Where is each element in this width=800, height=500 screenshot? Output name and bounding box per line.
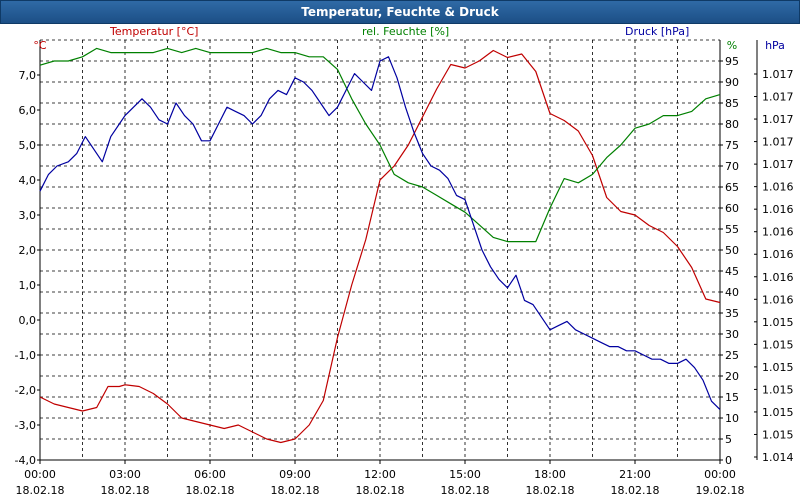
pressure-tick-label: 1.016	[762, 293, 794, 306]
humidity-tick-label: 75	[725, 139, 739, 152]
temperature-tick-label: 7,0	[19, 69, 37, 82]
x-axis-ticks: 00:00 18.02.18 03:00 18.02.18 06:00 18.02.18 0…	[16, 460, 745, 497]
humidity-tick-label: 60	[725, 202, 739, 215]
humidity-tick-label: 80	[725, 118, 739, 131]
x-tick-time: 03:00	[109, 468, 141, 481]
pressure-tick-label: 1.016	[762, 226, 794, 239]
humidity-tick-label: 10	[725, 412, 739, 425]
x-tick-time: 12:00	[364, 468, 396, 481]
pressure-ticks: 1.014 1.015 1.015 1.015 1.015 1.015 1.015 1.016…	[754, 40, 794, 464]
humidity-tick-label: 40	[725, 286, 739, 299]
x-tick-time: 15:00	[449, 468, 481, 481]
pressure-tick-label: 1.015	[762, 428, 794, 441]
pressure-tick-label: 1.016	[762, 271, 794, 284]
x-tick-date: 18.02.18	[101, 484, 150, 497]
humidity-tick-label: 90	[725, 76, 739, 89]
humidity-ticks: 0 5 10 15 20 25 30 35 40 45 50 55 60 65 70 75 80 85 90 95	[720, 55, 739, 467]
pressure-tick-label: 1.017	[762, 91, 794, 104]
humidity-unit-label: %	[727, 39, 737, 52]
humidity-tick-label: 0	[725, 454, 732, 467]
temperature-tick-label: 0,0	[19, 314, 37, 327]
humidity-tick-label: 50	[725, 244, 739, 257]
temperature-tick-label: 3,0	[19, 209, 37, 222]
temperature-tick-label: -4,0	[15, 454, 36, 467]
x-tick-date: 19.02.18	[696, 484, 745, 497]
grid-lines	[40, 40, 720, 460]
pressure-tick-label: 1.016	[762, 248, 794, 261]
humidity-axis-label: rel. Feuchte [%]	[362, 25, 449, 38]
temperature-series-line	[39, 49, 721, 444]
pressure-unit-label: hPa	[765, 39, 785, 52]
pressure-tick-label: 1.015	[762, 316, 794, 329]
temperature-axis-label: Temperatur [°C]	[109, 25, 198, 38]
temperature-tick-label: -2,0	[15, 384, 36, 397]
x-tick-date: 18.02.18	[271, 484, 320, 497]
temperature-unit-label: °C	[33, 39, 47, 52]
pressure-tick-label: 1.017	[762, 113, 794, 126]
humidity-tick-label: 20	[725, 370, 739, 383]
pressure-axis-label: Druck [hPa]	[625, 25, 689, 38]
pressure-tick-label: 1.015	[762, 383, 794, 396]
humidity-tick-label: 65	[725, 181, 739, 194]
chart-title: Temperatur, Feuchte & Druck	[0, 0, 800, 24]
pressure-tick-label: 1.014	[762, 451, 794, 464]
pressure-tick-label: 1.017	[762, 68, 794, 81]
pressure-tick-label: 1.017	[762, 136, 794, 149]
pressure-tick-label: 1.015	[762, 361, 794, 374]
x-tick-time: 00:00	[704, 468, 736, 481]
x-tick-time: 00:00	[24, 468, 56, 481]
humidity-tick-label: 30	[725, 328, 739, 341]
x-tick-time: 21:00	[619, 468, 651, 481]
humidity-tick-label: 45	[725, 265, 739, 278]
pressure-tick-label: 1.017	[762, 158, 794, 171]
x-tick-date: 18.02.18	[611, 484, 660, 497]
temperature-tick-label: -3,0	[15, 419, 36, 432]
pressure-tick-label: 1.015	[762, 338, 794, 351]
x-tick-date: 18.02.18	[356, 484, 405, 497]
pressure-tick-label: 1.016	[762, 181, 794, 194]
series-lines	[39, 47, 721, 444]
humidity-tick-label: 55	[725, 223, 739, 236]
x-tick-time: 18:00	[534, 468, 566, 481]
temperature-tick-label: 6,0	[19, 104, 37, 117]
x-tick-date: 18.02.18	[526, 484, 575, 497]
humidity-tick-label: 70	[725, 160, 739, 173]
humidity-tick-label: 25	[725, 349, 739, 362]
x-tick-date: 18.02.18	[441, 484, 490, 497]
humidity-series-line	[39, 47, 721, 243]
temperature-tick-label: 1,0	[19, 279, 37, 292]
pressure-tick-label: 1.016	[762, 203, 794, 216]
x-tick-date: 18.02.18	[16, 484, 65, 497]
temperature-tick-label: 2,0	[19, 244, 37, 257]
x-tick-date: 18.02.18	[186, 484, 235, 497]
humidity-tick-label: 95	[725, 55, 739, 68]
x-tick-time: 06:00	[194, 468, 226, 481]
pressure-series-line	[39, 56, 721, 411]
humidity-tick-label: 5	[725, 433, 732, 446]
temperature-tick-label: 4,0	[19, 174, 37, 187]
humidity-tick-label: 35	[725, 307, 739, 320]
pressure-tick-label: 1.015	[762, 406, 794, 419]
x-tick-time: 09:00	[279, 468, 311, 481]
temperature-tick-label: -1,0	[15, 349, 36, 362]
temperature-tick-label: 5,0	[19, 139, 37, 152]
humidity-tick-label: 15	[725, 391, 739, 404]
humidity-tick-label: 85	[725, 97, 739, 110]
temperature-ticks: -4,0 -3,0 -2,0 -1,0 0,0 1,0 2,0 3,0 4,0 5,0 6,0 7,0	[15, 69, 40, 467]
